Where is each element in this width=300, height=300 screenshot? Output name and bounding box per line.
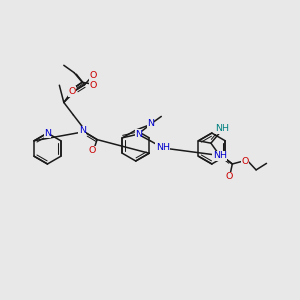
Text: O: O <box>226 172 233 181</box>
Text: N: N <box>44 129 51 138</box>
Text: N: N <box>147 119 154 128</box>
Text: O: O <box>89 81 97 90</box>
Text: O: O <box>68 87 76 96</box>
Text: NH: NH <box>156 143 170 152</box>
Text: N: N <box>79 126 86 135</box>
Text: NH: NH <box>213 151 227 160</box>
Text: O: O <box>241 157 248 166</box>
Text: O: O <box>68 88 76 97</box>
Text: O: O <box>88 146 96 155</box>
Text: O: O <box>89 70 97 80</box>
Text: N: N <box>135 130 142 139</box>
Text: NH: NH <box>215 124 229 134</box>
